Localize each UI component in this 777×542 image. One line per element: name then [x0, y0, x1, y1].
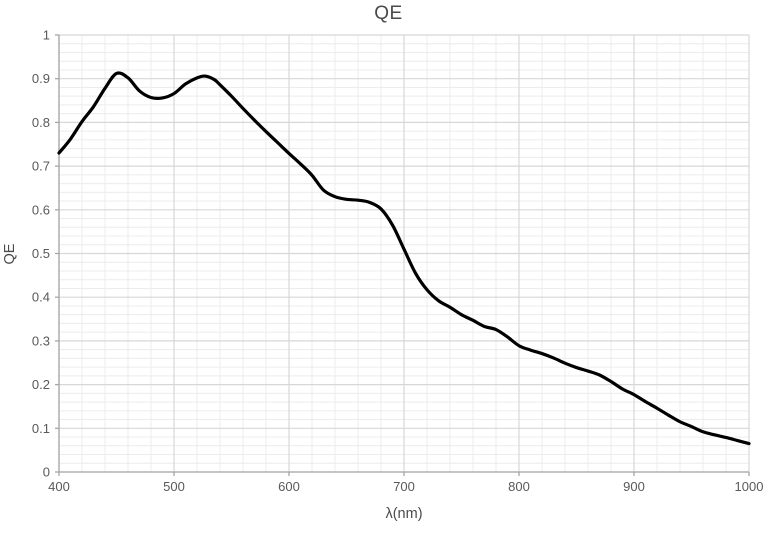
x-tick-label: 700 — [393, 479, 415, 494]
x-tick-label: 800 — [508, 479, 530, 494]
y-tick-label: 0.1 — [32, 421, 50, 436]
x-axis-title: λ(nm) — [385, 506, 423, 522]
y-tick-label: 0.7 — [32, 159, 50, 174]
y-tick-label: 0.5 — [32, 246, 50, 261]
y-tick-label: 0.8 — [32, 115, 50, 130]
qe-curve — [57, 71, 751, 446]
chart-title: QE — [374, 3, 403, 24]
y-tick-label: 0.4 — [32, 290, 50, 305]
y-tick-label: 0.9 — [32, 71, 50, 86]
y-tick-label: 0.6 — [32, 202, 50, 217]
tick-labels: 400 500 600 700 800 900 1000 0 0.1 0.2 0.3 0.4 0.5 0.… — [32, 28, 764, 495]
x-tick-label: 900 — [623, 479, 645, 494]
x-tick-label: 1000 — [735, 479, 764, 494]
x-tick-label: 400 — [48, 479, 70, 494]
major-gridlines — [58, 34, 750, 473]
y-tick-label: 0.3 — [32, 333, 50, 348]
y-tick-label: 1 — [43, 28, 50, 43]
axes — [55, 34, 750, 476]
y-tick-label: 0 — [43, 465, 50, 480]
y-tick-label: 0.2 — [32, 377, 50, 392]
x-tick-label: 600 — [278, 479, 300, 494]
x-tick-label: 500 — [163, 479, 185, 494]
